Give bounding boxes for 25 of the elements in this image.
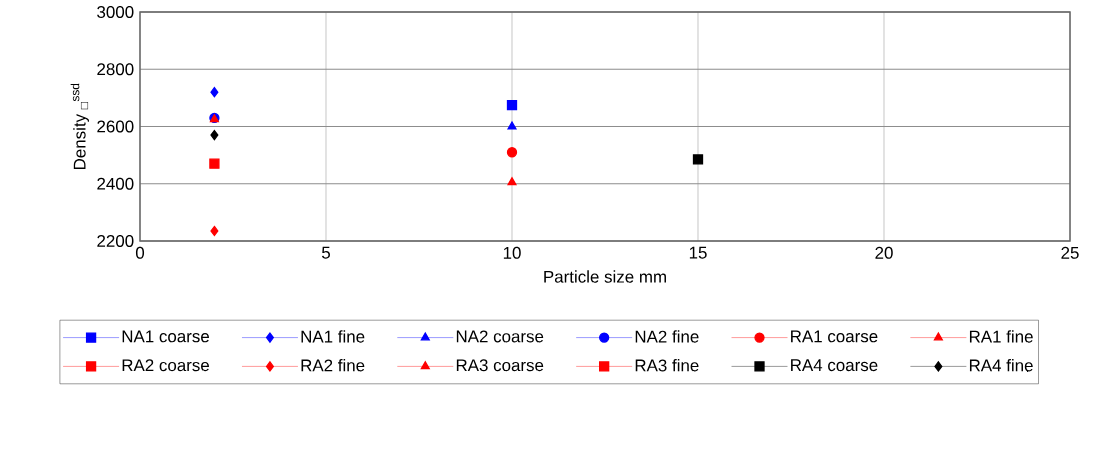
x-tick-label: 25 xyxy=(1061,246,1079,259)
y-tick-label: 2800 xyxy=(97,63,134,76)
legend-label: RA3 fine xyxy=(635,359,699,372)
legend-label: NA2 coarse xyxy=(456,330,544,343)
x-tick-label: 5 xyxy=(321,246,330,259)
legend-label: RA2 fine xyxy=(301,359,365,372)
legend-label: RA4 coarse xyxy=(791,359,878,372)
x-tick-label: 15 xyxy=(689,246,707,259)
x-axis-title: Particle size mm xyxy=(544,270,666,283)
legend-label: RA4 fine xyxy=(969,359,1033,372)
legend-label: NA1 coarse xyxy=(122,330,209,343)
y-tick-label: 2600 xyxy=(97,120,134,133)
legend-label: NA1 fine xyxy=(301,330,365,343)
y-tick-label: 2400 xyxy=(97,177,134,190)
y-axis-title: Density $_{□}$ssd xyxy=(70,83,89,169)
legend-label: RA2 coarse xyxy=(122,359,209,372)
legend-label: NA2 fine xyxy=(635,330,699,343)
x-tick-label: 10 xyxy=(503,246,521,259)
x-tick-label: 20 xyxy=(875,246,893,259)
x-tick-label: 0 xyxy=(135,246,145,259)
legend-label: RA3 coarse xyxy=(456,359,544,372)
legend-label: RA1 fine xyxy=(969,330,1033,343)
y-tick-label: 3000 xyxy=(97,6,134,18)
legend-label: RA1 coarse xyxy=(791,330,878,343)
y-tick-label: 2200 xyxy=(97,235,134,247)
